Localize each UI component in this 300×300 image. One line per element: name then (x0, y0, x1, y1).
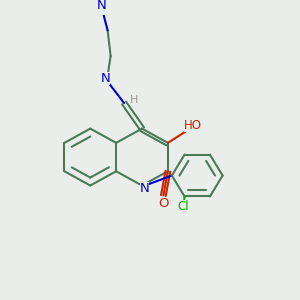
Text: N: N (97, 0, 106, 12)
Text: H: H (130, 95, 139, 105)
Text: N: N (140, 182, 149, 195)
Text: HO: HO (184, 119, 202, 132)
Text: O: O (158, 197, 169, 210)
Text: N: N (100, 72, 110, 85)
Text: Cl: Cl (177, 200, 189, 213)
